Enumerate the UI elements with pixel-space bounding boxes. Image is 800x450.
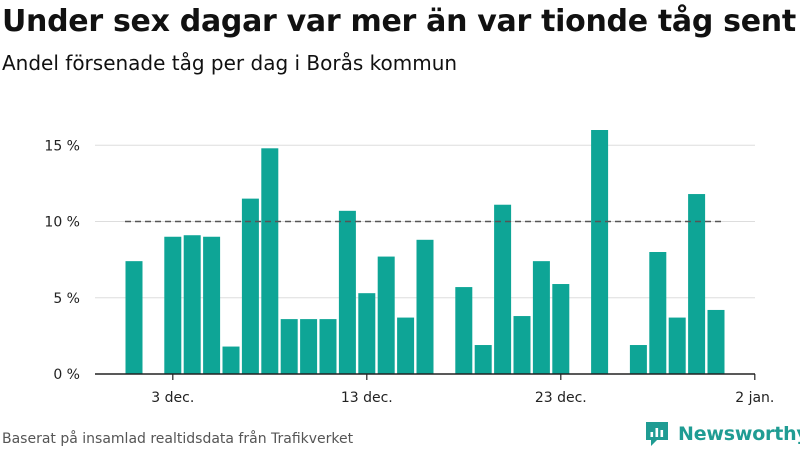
bar — [222, 346, 240, 374]
bar — [377, 256, 395, 374]
axes: 0 % 5 % 10 % 15 % 3 dec. 13 dec. 23 dec. 2 jan. — [44, 138, 774, 406]
y-tick-label: 10 % — [44, 215, 80, 231]
bar — [183, 235, 201, 374]
chart-title: Under sex dagar var mer än var tionde tå… — [2, 4, 796, 39]
newsworthy-logo-icon — [646, 422, 668, 446]
bar — [261, 148, 279, 374]
bar — [241, 198, 259, 374]
brand: Newsworthy — [644, 419, 800, 449]
bar — [552, 284, 570, 374]
bar — [203, 236, 221, 374]
bar — [649, 252, 667, 374]
source-note: Baserat på insamlad realtidsdata från Tr… — [2, 431, 354, 447]
bar — [125, 261, 143, 374]
bar — [513, 316, 531, 374]
bar — [707, 309, 725, 374]
x-tick-label: 3 dec. — [151, 390, 194, 406]
bars — [125, 130, 725, 374]
bar — [397, 317, 415, 374]
chart-subtitle: Andel försenade tåg per dag i Borås komm… — [2, 51, 458, 75]
y-tick-label: 5 % — [53, 291, 80, 307]
bar — [668, 317, 686, 374]
bar — [629, 345, 647, 374]
brand-name: Newsworthy — [678, 423, 800, 445]
bar — [358, 293, 376, 374]
bar — [474, 345, 492, 374]
y-tick-label: 0 % — [53, 367, 80, 383]
bar — [532, 261, 550, 374]
bar — [338, 210, 356, 374]
x-tick-label: 23 dec. — [535, 390, 587, 406]
bar — [300, 319, 318, 374]
bar — [494, 204, 512, 374]
bar — [455, 287, 473, 374]
x-tick-label: 13 dec. — [341, 390, 393, 406]
bar — [591, 130, 609, 374]
bar — [319, 319, 337, 374]
bar — [164, 236, 182, 374]
bar — [416, 239, 434, 374]
bar — [688, 194, 706, 374]
bar — [280, 319, 298, 374]
x-tick-label: 2 jan. — [735, 390, 774, 406]
y-tick-label: 15 % — [44, 138, 80, 154]
